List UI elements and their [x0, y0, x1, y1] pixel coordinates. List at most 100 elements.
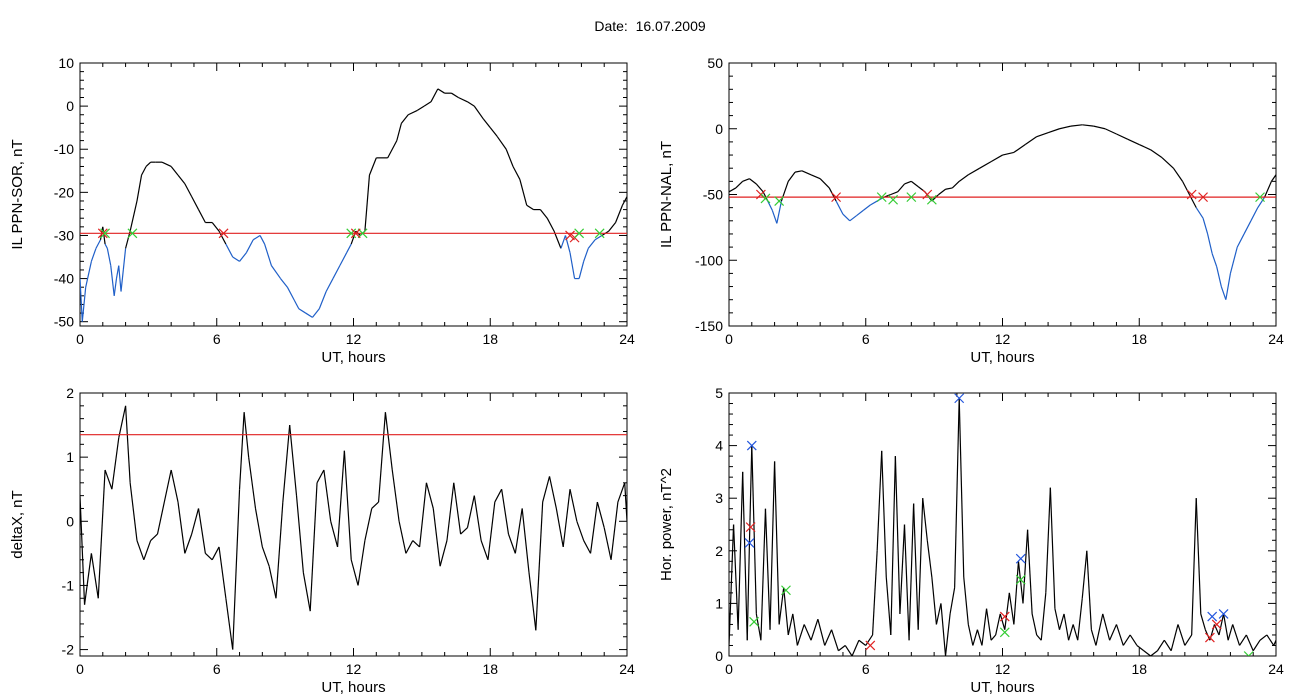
series-segment	[425, 482, 434, 509]
series-segment	[1236, 233, 1245, 248]
y-tick-label: -1	[62, 577, 75, 593]
cross-marker	[999, 627, 1010, 638]
series-segment	[245, 239, 254, 253]
cross-stroke	[1204, 632, 1215, 643]
series-segment	[963, 577, 969, 625]
series-segment	[858, 639, 867, 646]
series-segment	[252, 234, 261, 241]
series-segment	[917, 498, 924, 630]
series-segment	[1172, 167, 1184, 182]
cross-stroke	[888, 194, 899, 205]
series-segment	[856, 209, 864, 217]
series-segment	[302, 572, 311, 612]
y-tick-label: -50	[54, 314, 74, 330]
series-segment	[473, 105, 484, 120]
series-segment	[1031, 613, 1038, 636]
series-segment	[1202, 218, 1209, 235]
series-segment	[569, 489, 578, 522]
series-segment	[191, 508, 200, 535]
series-segment	[387, 140, 398, 159]
x-tick-label: 18	[482, 661, 498, 677]
series-segment	[437, 88, 445, 94]
series-segment	[1156, 639, 1165, 652]
series-segment	[1004, 592, 1010, 630]
series-segment	[204, 552, 213, 561]
series-segment	[910, 180, 919, 188]
series-segment	[842, 213, 851, 222]
series-segment	[776, 200, 783, 224]
series-segment	[817, 619, 826, 646]
y-tick-label: 0	[715, 121, 723, 137]
series-segment	[275, 502, 284, 599]
series-segment	[1002, 151, 1015, 156]
series-segment	[364, 508, 373, 541]
series-segment	[453, 482, 462, 535]
series-segment	[1200, 613, 1206, 630]
series-segment	[177, 174, 186, 185]
series-segment	[553, 230, 562, 249]
series-segment	[430, 88, 439, 103]
series-segment	[238, 412, 245, 490]
cross-stroke	[594, 228, 605, 239]
series-segment	[548, 476, 557, 509]
cross-marker	[745, 522, 756, 533]
series-segment	[562, 489, 571, 548]
series-segment	[104, 469, 113, 490]
series-segment	[979, 161, 992, 169]
series-segment	[494, 488, 503, 503]
series-segment	[336, 450, 345, 547]
series-segment	[594, 234, 603, 241]
panel-il-ppn-sor: 0 6 12 18 24 -50 -40 -30 -20 -10 0 10 UT, hours IL PP…	[9, 55, 635, 366]
y-tick-label: -50	[703, 187, 723, 203]
cross-marker	[1198, 192, 1208, 203]
series-segment	[1122, 634, 1131, 646]
series-segment	[254, 508, 263, 548]
series-segment	[596, 501, 605, 528]
series-segment	[122, 248, 127, 271]
series-segment	[949, 587, 956, 615]
plot-frame	[79, 392, 628, 657]
series-segment	[339, 252, 348, 266]
series-segment	[282, 425, 291, 503]
series-segment	[1104, 128, 1117, 135]
series-segment	[735, 180, 744, 189]
cross-marker	[774, 196, 785, 206]
series-segment	[922, 498, 928, 541]
series-segment	[325, 278, 334, 292]
y-tick-label: 4	[715, 438, 723, 454]
series-segment	[844, 645, 853, 656]
series-segment	[801, 170, 812, 176]
series-segment	[124, 405, 131, 483]
y-tick-label: -10	[54, 141, 74, 157]
y-axis-label: IL PPN-SOR, nT	[9, 139, 26, 249]
series-segment	[954, 398, 960, 588]
series-segment	[80, 278, 83, 322]
cross-marker	[594, 228, 605, 239]
x-tick-label: 18	[482, 331, 498, 347]
series-segment	[931, 194, 940, 202]
cross-marker	[1204, 632, 1215, 643]
series-segment	[466, 495, 475, 528]
series-segment	[578, 261, 585, 279]
series-segment	[80, 495, 86, 605]
series-segment	[150, 533, 158, 541]
series-segment	[990, 154, 1003, 163]
series-segment	[521, 508, 530, 573]
series-segment	[1163, 639, 1172, 652]
series-segment	[1086, 550, 1092, 630]
series-segment	[865, 634, 874, 646]
series-segment	[286, 286, 295, 301]
y-tick-label: 0	[715, 648, 723, 664]
series-segment	[569, 252, 576, 279]
series-segment	[810, 174, 821, 180]
series-segment	[830, 629, 839, 651]
series-segment	[1259, 634, 1268, 641]
series-segment	[1045, 487, 1051, 593]
data-layer	[729, 393, 1276, 656]
series-segment	[1170, 624, 1179, 651]
series-segment	[1252, 639, 1261, 652]
series-segment	[1022, 529, 1029, 604]
series-segment	[1013, 144, 1026, 153]
plot-frame	[728, 392, 1277, 657]
